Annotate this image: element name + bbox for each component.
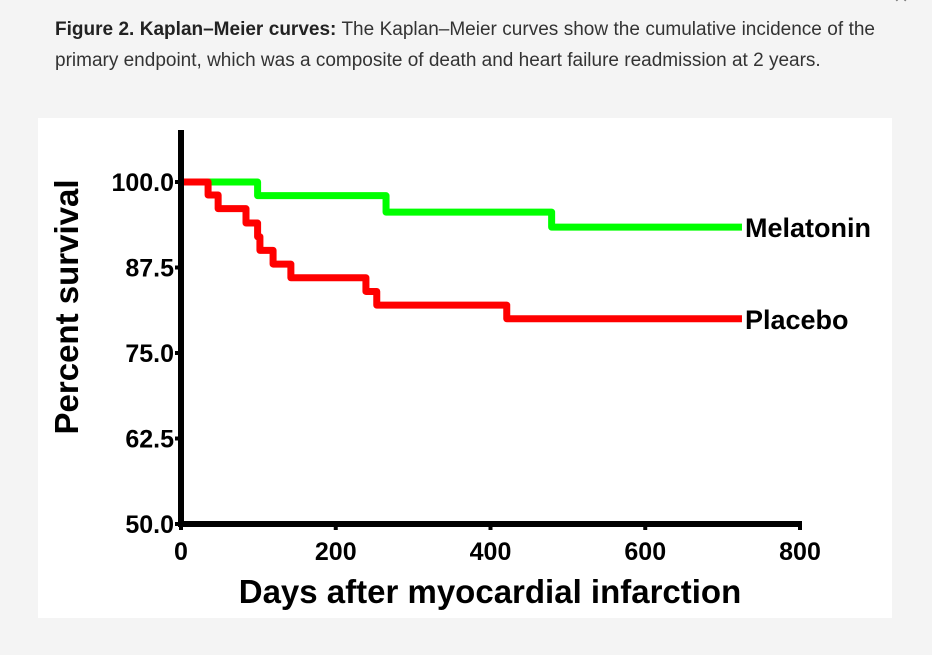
x-tick-label: 400 — [470, 538, 512, 566]
y-tick-label: 87.5 — [125, 255, 174, 283]
close-icon[interactable]: × — [890, 0, 912, 9]
y-tick-label: 62.5 — [125, 426, 174, 454]
series-line-melatonin — [181, 178, 742, 231]
x-ticks: 0 200 400 600 800 — [174, 524, 821, 566]
y-tick-label: 50.0 — [125, 511, 174, 539]
legend-label-placebo: Placebo — [745, 305, 849, 335]
x-tick-label: 200 — [315, 538, 357, 566]
figure-caption: Figure 2. Kaplan–Meier curves: The Kapla… — [55, 14, 875, 76]
y-axis-label: Percent survival — [48, 180, 85, 435]
caption-text: The Kaplan–Meier curves show the cumulat… — [55, 19, 875, 71]
legend-layer: Melatonin Placebo — [745, 213, 871, 335]
y-ticks: 100.0 87.5 75.0 62.5 50.0 — [111, 169, 181, 539]
y-tick-label: 100.0 — [111, 169, 174, 197]
x-tick-label: 600 — [624, 538, 666, 566]
kaplan-meier-chart: 100.0 87.5 75.0 62.5 50.0 0 200 400 600 800 Mela… — [48, 130, 871, 610]
x-axis-label: Days after myocardial infarction — [239, 573, 742, 610]
x-tick-label: 800 — [779, 538, 821, 566]
y-tick-label: 75.0 — [125, 340, 174, 368]
caption-title: Figure 2. Kaplan–Meier curves: — [55, 19, 337, 40]
x-tick-label: 0 — [174, 538, 188, 566]
legend-label-melatonin: Melatonin — [745, 213, 871, 243]
series-layer — [181, 178, 742, 323]
series-line-placebo — [181, 178, 742, 323]
figure-panel: 100.0 87.5 75.0 62.5 50.0 0 200 400 600 800 Mela… — [38, 118, 892, 618]
